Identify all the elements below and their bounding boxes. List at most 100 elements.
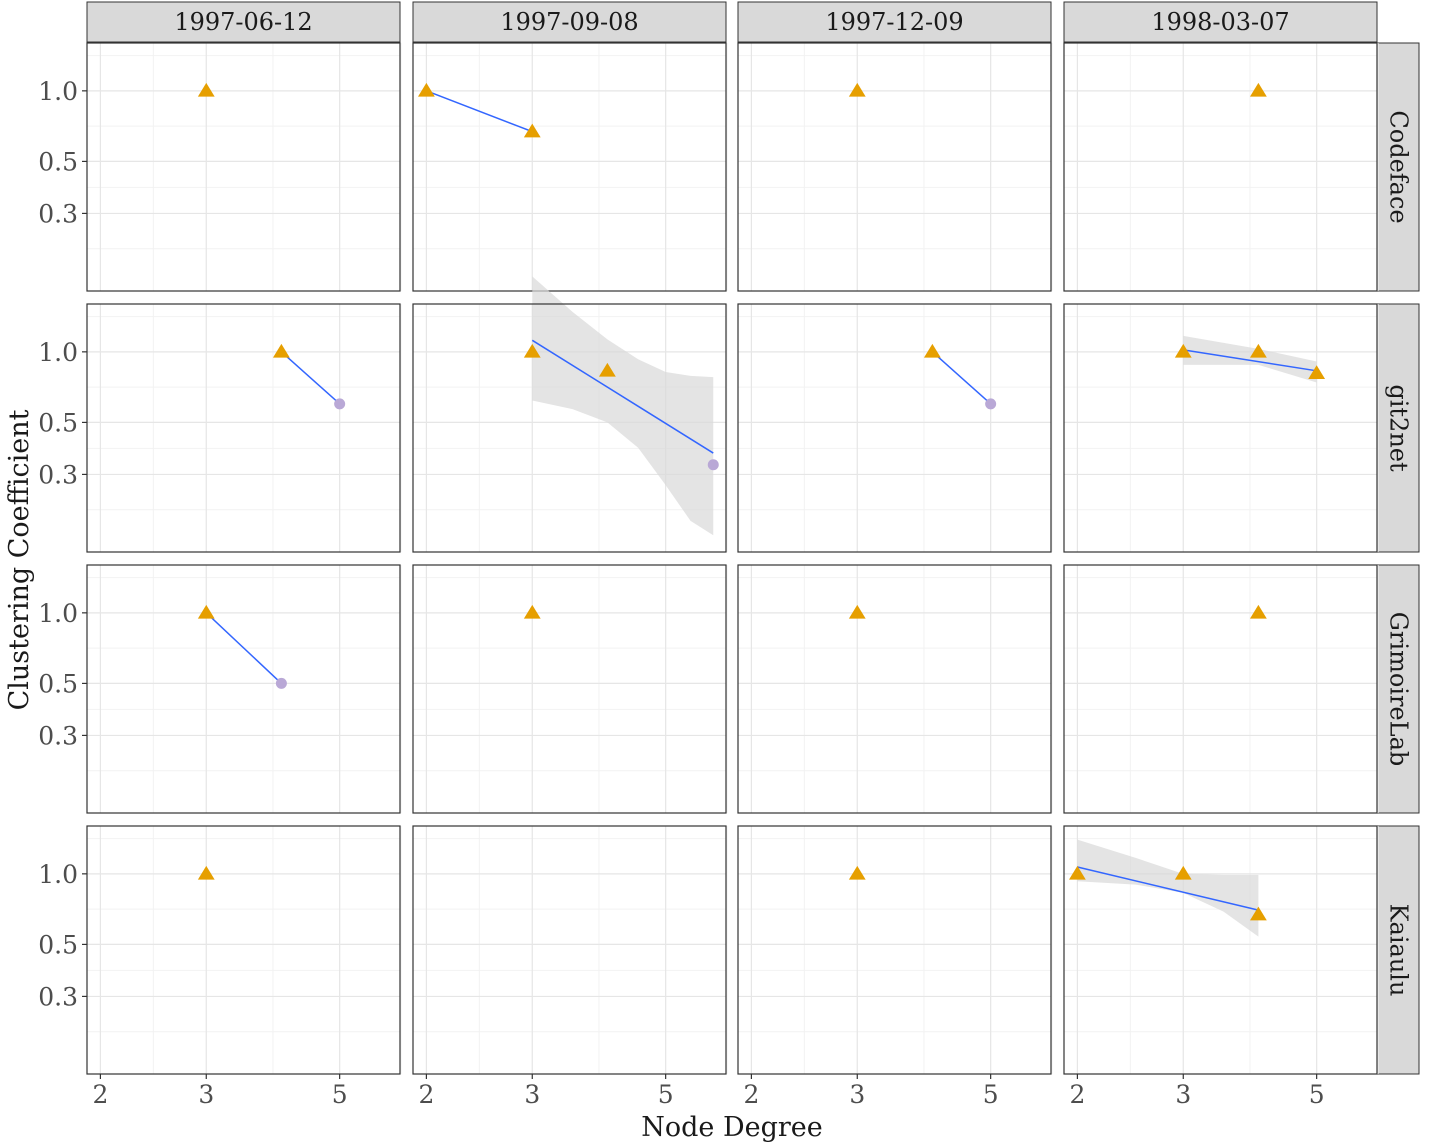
x-tick-label: 2	[92, 1080, 108, 1109]
data-point-triangle	[1249, 604, 1267, 619]
y-tick-label: 1.0	[38, 860, 78, 889]
x-tick-label: 5	[1309, 1080, 1325, 1109]
y-tick-label: 0.3	[38, 982, 78, 1011]
x-tick-label: 2	[1069, 1080, 1085, 1109]
row-strip-label: Codeface	[1385, 110, 1413, 223]
regression-line	[931, 351, 992, 405]
data-point-triangle	[523, 343, 541, 358]
panel	[1063, 564, 1379, 814]
data-point-triangle	[1174, 343, 1192, 358]
x-tick-label: 5	[332, 1080, 348, 1109]
panel	[412, 276, 728, 553]
row-strip	[1377, 564, 1420, 814]
column-strip-label: 1997-09-08	[500, 8, 638, 36]
x-tick-label: 2	[743, 1080, 759, 1109]
panel	[412, 564, 728, 814]
panel-border	[737, 564, 1052, 814]
y-tick-label: 0.5	[38, 669, 78, 698]
data-point-triangle	[523, 604, 541, 619]
data-point-triangle	[197, 82, 215, 97]
panel-border	[86, 825, 401, 1075]
panel-border	[1063, 303, 1378, 553]
row-strip-label: GrimoireLab	[1385, 612, 1413, 767]
panel-background	[413, 565, 726, 813]
y-tick-label: 1.0	[38, 599, 78, 628]
y-tick-label: 0.5	[38, 930, 78, 959]
panel-border	[737, 42, 1052, 292]
x-tick-label: 5	[658, 1080, 674, 1109]
y-axis-title: Clustering Coefficient	[4, 409, 35, 710]
data-point-circle	[707, 459, 719, 471]
panel-border	[737, 825, 1052, 1075]
y-tick-label: 0.5	[38, 147, 78, 176]
panel-border	[412, 42, 727, 292]
regression-line	[1183, 349, 1317, 372]
x-axis-title: Node Degree	[641, 1112, 823, 1142]
column-strip	[412, 1, 727, 43]
column-strip-label: 1997-06-12	[174, 8, 312, 36]
x-tick-label: 2	[418, 1080, 434, 1109]
regression-line	[426, 90, 533, 133]
panel	[1063, 42, 1379, 292]
y-tick-label: 0.3	[38, 721, 78, 750]
x-axis: 2 3 5 2 3 5 2 3 5 2 3 5	[92, 1074, 1325, 1109]
panel	[86, 825, 402, 1075]
row-strips: Codeface git2net GrimoireLab Kaiaulu	[1377, 42, 1420, 1075]
row-strip-label: git2net	[1385, 384, 1413, 472]
regression-line	[280, 351, 341, 405]
data-point-triangle	[523, 123, 541, 138]
data-point-triangle	[1249, 82, 1267, 97]
x-tick-label: 3	[849, 1080, 865, 1109]
panel-background	[738, 43, 1051, 291]
data-point-triangle	[923, 343, 941, 358]
y-tick-label: 1.0	[38, 338, 78, 367]
panel	[86, 303, 402, 553]
panel	[737, 42, 1053, 292]
column-strip	[86, 1, 401, 43]
panel-background	[1064, 43, 1377, 291]
row-strip	[1377, 303, 1420, 553]
x-tick-label: 3	[524, 1080, 540, 1109]
confidence-band	[1183, 335, 1317, 383]
column-strip	[737, 1, 1052, 43]
x-tick-label: 3	[198, 1080, 214, 1109]
panel	[86, 564, 402, 814]
regression-line	[1077, 866, 1259, 911]
data-point-circle	[985, 398, 997, 410]
panel-background	[413, 43, 726, 291]
data-point-triangle	[1249, 343, 1267, 358]
panel	[412, 825, 728, 1075]
column-strip	[1063, 1, 1378, 43]
column-strip-label: 1998-03-07	[1151, 8, 1289, 36]
panel-border	[86, 564, 401, 814]
panel-border	[1063, 825, 1378, 1075]
panel-border	[1063, 42, 1378, 292]
data-point-triangle	[1174, 865, 1192, 880]
column-strip-label: 1997-12-09	[825, 8, 963, 36]
row-strip	[1377, 42, 1420, 292]
panel	[1063, 825, 1379, 1075]
data-point-triangle	[197, 604, 215, 619]
panel-border	[737, 303, 1052, 553]
confidence-band	[532, 276, 714, 536]
data-point-triangle	[197, 865, 215, 880]
data-point-circle	[334, 398, 346, 410]
x-tick-label: 3	[1175, 1080, 1191, 1109]
panel-background	[87, 43, 400, 291]
panel-border	[412, 303, 727, 553]
panel-background	[87, 826, 400, 1074]
panel-background	[87, 304, 400, 552]
data-point-triangle	[598, 362, 616, 377]
y-tick-label: 0.3	[38, 460, 78, 489]
panel	[737, 303, 1053, 553]
panel	[1063, 303, 1379, 553]
panel-background	[1064, 565, 1377, 813]
y-tick-label: 0.3	[38, 199, 78, 228]
y-tick-label: 0.5	[38, 408, 78, 437]
data-point-triangle	[417, 82, 435, 97]
y-tick-label: 1.0	[38, 77, 78, 106]
panel-background	[738, 565, 1051, 813]
row-strip-label: Kaiaulu	[1385, 904, 1413, 997]
panel	[737, 825, 1053, 1075]
column-strips: 1997-06-12 1997-09-08 1997-12-09 1998-03-07	[86, 1, 1378, 43]
